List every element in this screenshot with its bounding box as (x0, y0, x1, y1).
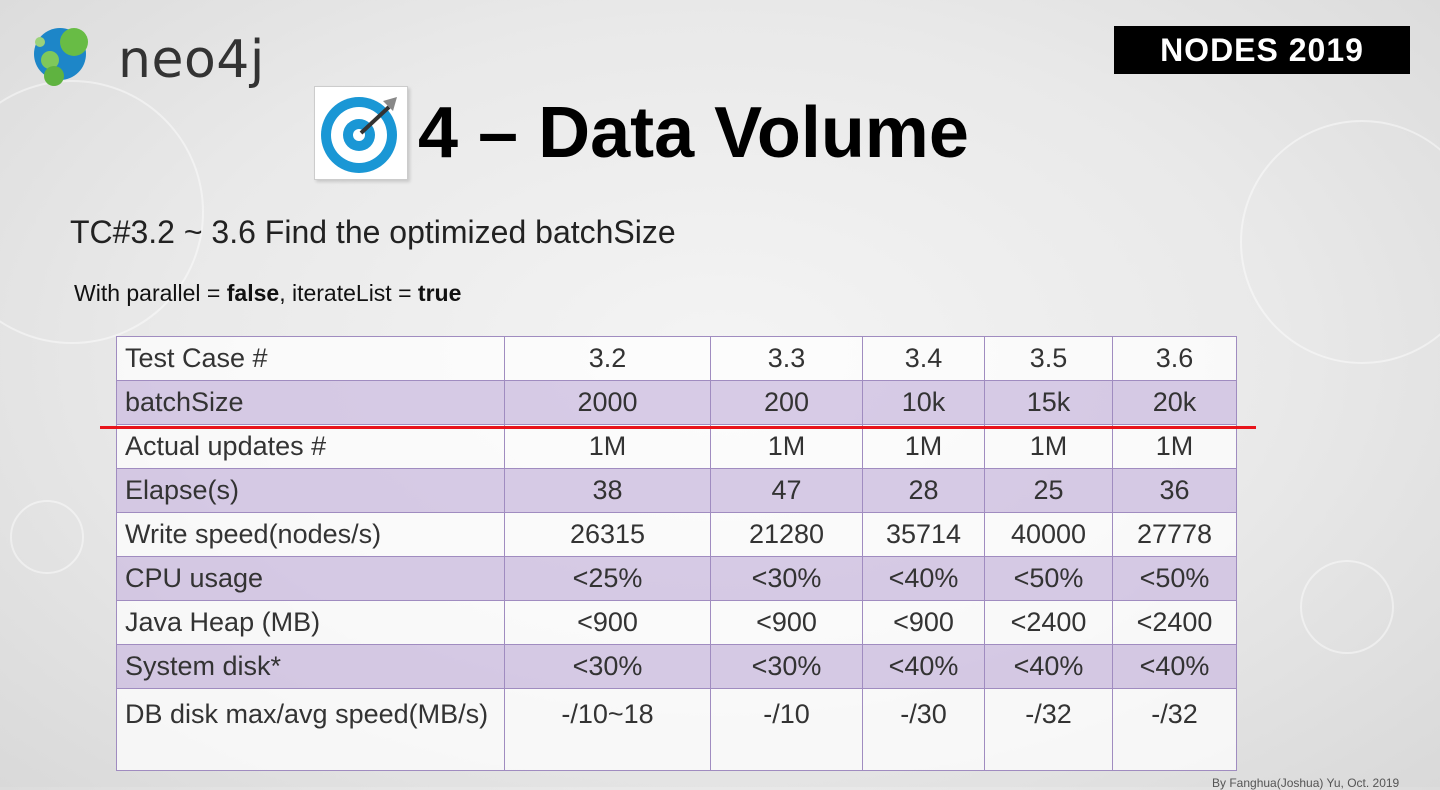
author-credit: By Fanghua(Joshua) Yu, Oct. 2019 (1212, 776, 1400, 790)
table-cell: 1M (710, 424, 863, 469)
table-cell: <900 (710, 600, 863, 645)
table-cell: 38 (504, 468, 711, 513)
table-cell: <2400 (984, 600, 1113, 645)
highlight-underline (100, 426, 1256, 429)
table-header-cell: 3.3 (710, 336, 863, 381)
row-label: Java Heap (MB) (116, 600, 505, 645)
row-label: System disk* (116, 644, 505, 689)
batchsize-results-table: Test Case # 3.2 3.3 3.4 3.5 3.6 batchSiz… (116, 336, 1237, 771)
table-cell: 35714 (862, 512, 985, 557)
target-icon (314, 86, 408, 180)
table-header-cell: 3.6 (1112, 336, 1237, 381)
table-cell: 1M (984, 424, 1113, 469)
table-row: CPU usage <25% <30% <40% <50% <50% (116, 556, 1237, 601)
table-cell: <40% (862, 644, 985, 689)
neo4j-wordmark: neo4j (118, 30, 265, 90)
table-cell: 47 (710, 468, 863, 513)
neo4j-logo: neo4j (28, 18, 264, 92)
table-cell: 10k (862, 380, 985, 425)
table-cell: 1M (862, 424, 985, 469)
parameter-line: With parallel = false, iterateList = tru… (74, 280, 461, 307)
background-circle (1240, 120, 1440, 364)
table-header-cell: Test Case # (116, 336, 505, 381)
table-cell: 40000 (984, 512, 1113, 557)
table-row: batchSize 2000 200 10k 15k 20k (116, 380, 1237, 425)
table-header-row: Test Case # 3.2 3.3 3.4 3.5 3.6 (116, 336, 1237, 381)
table-cell: <900 (504, 600, 711, 645)
table-row: System disk* <30% <30% <40% <40% <40% (116, 644, 1237, 689)
table-cell: -/32 (984, 688, 1113, 771)
row-label: Write speed(nodes/s) (116, 512, 505, 557)
background-circle (10, 500, 84, 574)
table-row: Actual updates # 1M 1M 1M 1M 1M (116, 424, 1237, 469)
table-cell: 21280 (710, 512, 863, 557)
row-label: Actual updates # (116, 424, 505, 469)
table-row: Elapse(s) 38 47 28 25 36 (116, 468, 1237, 513)
table-cell: 26315 (504, 512, 711, 557)
table-header-cell: 3.5 (984, 336, 1113, 381)
table-cell: 28 (862, 468, 985, 513)
table-cell: 2000 (504, 380, 711, 425)
table-cell: -/30 (862, 688, 985, 771)
table-cell: -/10~18 (504, 688, 711, 771)
row-label: batchSize (116, 380, 505, 425)
table-cell: <30% (504, 644, 711, 689)
table-row: DB disk max/avg speed(MB/s) -/10~18 -/10… (116, 688, 1237, 771)
background-circle (1300, 560, 1394, 654)
table-cell: <40% (862, 556, 985, 601)
table-cell: <40% (984, 644, 1113, 689)
table-row: Java Heap (MB) <900 <900 <900 <2400 <240… (116, 600, 1237, 645)
table-cell: <50% (984, 556, 1113, 601)
table-cell: 1M (1112, 424, 1237, 469)
table-cell: <900 (862, 600, 985, 645)
row-label: CPU usage (116, 556, 505, 601)
table-cell: 1M (504, 424, 711, 469)
table-cell: 36 (1112, 468, 1237, 513)
iteratelist-value: true (417, 280, 462, 306)
table-cell: <30% (710, 644, 863, 689)
slide-subtitle: TC#3.2 ~ 3.6 Find the optimized batchSiz… (70, 214, 676, 250)
table-cell: <30% (710, 556, 863, 601)
table-cell: <25% (504, 556, 711, 601)
table-cell: 15k (984, 380, 1113, 425)
table-cell: 27778 (1112, 512, 1237, 557)
params-prefix: With parallel = (74, 280, 227, 306)
params-middle: , iterateList = (279, 280, 418, 306)
row-label: DB disk max/avg speed(MB/s) (116, 688, 505, 771)
table-row: Write speed(nodes/s) 26315 21280 35714 4… (116, 512, 1237, 557)
parallel-value: false (226, 280, 280, 306)
table-header-cell: 3.2 (504, 336, 711, 381)
event-badge: NODES 2019 (1114, 26, 1410, 74)
table-cell: <40% (1112, 644, 1237, 689)
table-cell: -/32 (1112, 688, 1237, 771)
table-header-cell: 3.4 (862, 336, 985, 381)
table-cell: <50% (1112, 556, 1237, 601)
table-cell: -/10 (710, 688, 863, 771)
table-cell: 200 (710, 380, 863, 425)
table-cell: 20k (1112, 380, 1237, 425)
slide-title: 4 – Data Volume (418, 93, 969, 173)
table-cell: 25 (984, 468, 1113, 513)
table-cell: <2400 (1112, 600, 1237, 645)
row-label: Elapse(s) (116, 468, 505, 513)
neo4j-logo-icon (34, 28, 88, 86)
target-icon-graphic (321, 97, 397, 173)
